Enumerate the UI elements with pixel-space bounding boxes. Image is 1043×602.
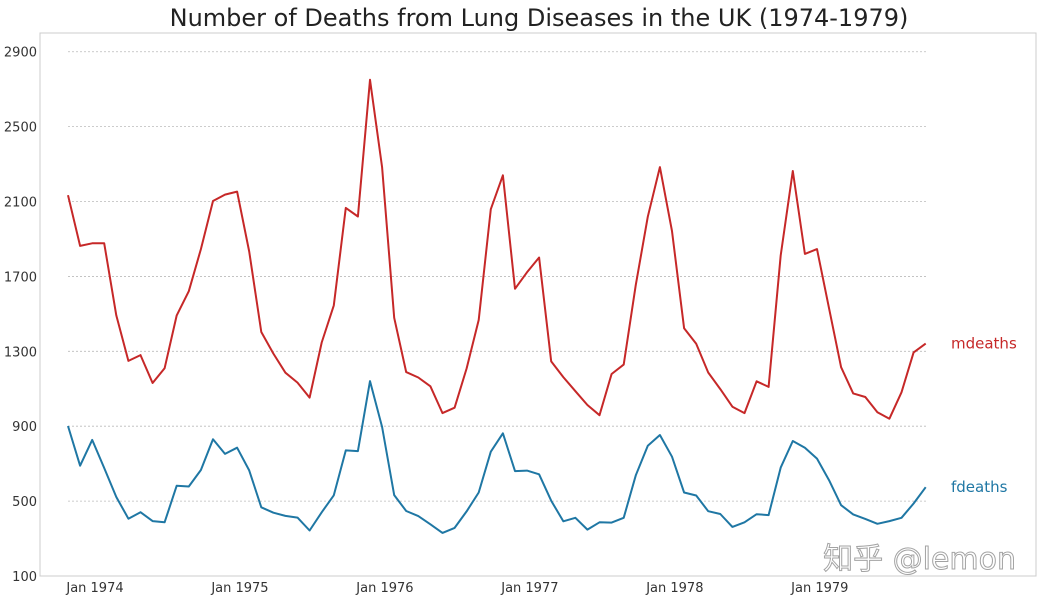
x-tick-label: Jan 1978: [645, 581, 703, 596]
grid-lines: [68, 51, 928, 502]
y-tick-label: 1300: [4, 345, 37, 360]
y-tick-label: 900: [12, 420, 37, 435]
watermark: 知乎 @lemon: [823, 542, 1016, 577]
series-lines: [67, 78, 927, 534]
y-tick-label: 1700: [4, 270, 37, 285]
series-line-mdeaths: [67, 78, 927, 420]
y-tick-label: 2900: [4, 46, 37, 61]
x-tick-label: Jan 1976: [355, 581, 413, 596]
plot-frame: [39, 32, 1037, 577]
x-tick-label: Jan 1979: [790, 581, 848, 596]
series-label-mdeaths: mdeaths: [951, 335, 1017, 353]
y-tick-label: 2500: [4, 121, 37, 136]
series-label-fdeaths: fdeaths: [951, 478, 1008, 496]
x-axis-ticks: Jan 1974 Jan 1975 Jan 1976 Jan 1977 Jan 1978…: [65, 581, 848, 596]
y-axis-ticks: 100 500 900 1300 1700 2100 2500 2900: [4, 46, 37, 585]
x-tick-label: Jan 1977: [500, 581, 558, 596]
series-line-fdeaths: [67, 380, 927, 534]
y-tick-label: 100: [12, 570, 37, 585]
chart-title: Number of Deaths from Lung Diseases in t…: [170, 4, 909, 32]
x-tick-label: Jan 1975: [210, 581, 268, 596]
y-tick-label: 2100: [4, 196, 37, 211]
y-tick-label: 500: [12, 495, 37, 510]
series-labels: mdeaths fdeaths: [951, 335, 1017, 497]
x-tick-label: Jan 1974: [65, 581, 123, 596]
